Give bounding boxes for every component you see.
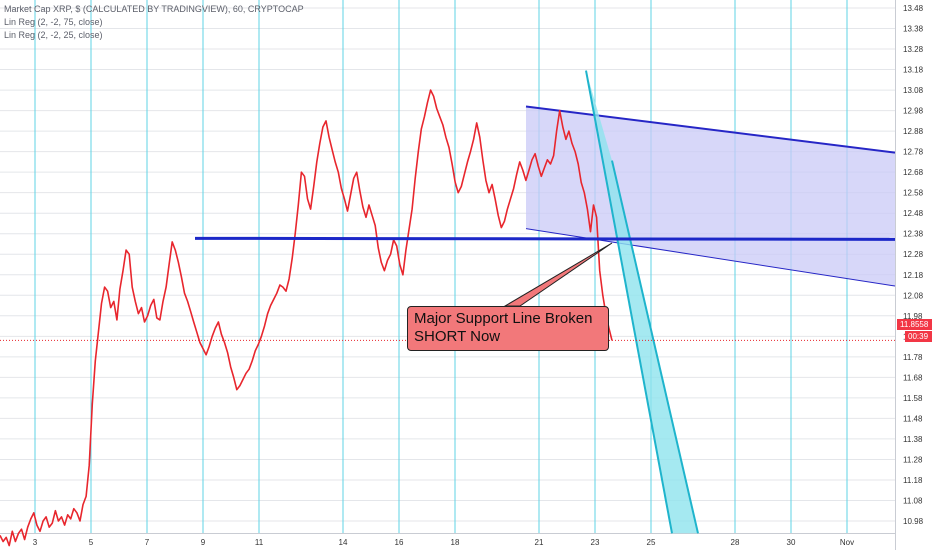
y-tick-label: 12.48 [903,209,924,218]
x-tick-label: Nov [840,538,854,547]
legend-linreg-75[interactable]: Lin Reg (2, -2, 75, close) [4,17,103,27]
y-tick-label: 13.08 [903,86,924,95]
y-tick-label: 11.78 [903,353,923,362]
bar-countdown-tag: 00:39 [905,331,932,342]
x-tick-label: 9 [201,538,206,547]
y-tick-label: 12.98 [903,107,924,116]
x-tick-label: 7 [145,538,150,547]
x-tick-label: 5 [89,538,94,547]
x-tick-label: 11 [255,538,264,547]
regression-channel-75-fill [526,106,895,287]
y-tick-label: 12.08 [903,291,924,300]
y-tick-label: 13.48 [903,4,924,13]
last-price-tag: 11.8558 [897,319,932,330]
price-line [0,89,613,547]
x-tick-label: 14 [339,538,348,547]
y-tick-label: 12.78 [903,148,924,157]
x-tick-label: 16 [395,538,404,547]
y-tick-label: 12.58 [903,189,924,198]
y-tick-label: 12.88 [903,127,924,136]
y-tick-label: 11.58 [903,394,923,403]
y-tick-label: 11.48 [903,414,923,423]
x-tick-label: 25 [647,538,656,547]
y-tick-label: 13.38 [903,25,924,34]
y-tick-label: 11.68 [903,373,923,382]
support-line [194,236,896,241]
x-tick-label: 3 [33,538,38,547]
y-tick-label: 10.98 [903,517,924,526]
regression-channel-25-right [611,160,699,534]
y-tick-label: 11.98 [903,312,923,321]
x-tick-label: 18 [451,538,460,547]
regression-channel-25-fill [586,70,698,534]
y-tick-label: 13.18 [903,66,924,75]
y-tick-label: 12.18 [903,271,924,280]
regression-channel-25-left [585,70,673,534]
annotation-line-2: SHORT Now [414,328,501,345]
x-tick-label: 23 [591,538,600,547]
y-tick-label: 13.28 [903,45,924,54]
y-tick-label: 11.38 [903,435,923,444]
y-tick-label: 11.08 [903,496,923,505]
y-tick-label: 11.28 [903,455,923,464]
annotation-callout[interactable]: Major Support Line Broken SHORT Now [407,306,609,351]
annotation-line-1: Major Support Line Broken [414,310,593,327]
legend-linreg-25[interactable]: Lin Reg (2, -2, 25, close) [4,30,103,40]
x-tick-label: 21 [535,538,544,547]
y-tick-label: 12.38 [903,230,924,239]
x-tick-label: 28 [731,538,740,547]
y-tick-label: 12.28 [903,250,924,259]
chart-legend: Market Cap XRP, $ (CALCULATED BY TRADING… [4,3,304,42]
legend-main-series[interactable]: Market Cap XRP, $ (CALCULATED BY TRADING… [4,4,304,14]
y-tick-label: 12.68 [903,168,924,177]
y-tick-label: 11.18 [903,476,923,485]
x-tick-label: 30 [787,538,796,547]
regression-channel-75-upper [525,105,896,154]
